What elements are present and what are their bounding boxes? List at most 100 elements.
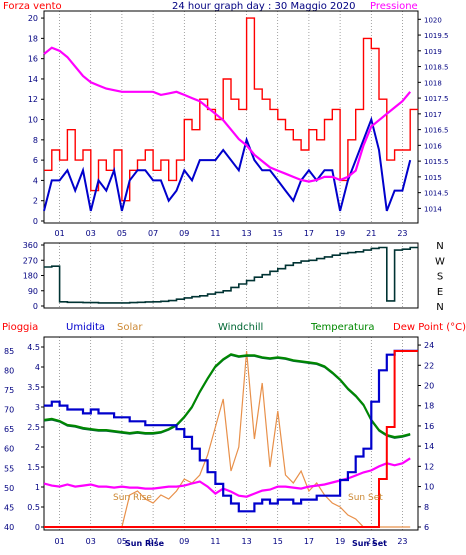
windchill-line — [43, 354, 411, 439]
temp-y-tick-label: 6 — [424, 523, 429, 532]
x-tick-label: 03 — [86, 537, 96, 546]
x-tick-label: 01 — [54, 537, 64, 546]
wind-y-tick-label: 4 — [33, 176, 38, 185]
temp-y-tick-label: 12 — [424, 462, 434, 471]
rain-line — [44, 350, 418, 528]
compass-label: W — [435, 256, 445, 267]
temp-y-tick-label: 18 — [424, 402, 434, 411]
x-tick-label: 01 — [54, 229, 64, 238]
direction-y-tick-label: 270 — [23, 256, 38, 265]
rain-y-tick-label: 3.5 — [27, 383, 40, 392]
wind-pressure-plot: 0 2 4 6 8 10 12 14 16 18 20 1014 1014.5 1015 1015.5 101… — [28, 11, 449, 238]
x-tick-label: 13 — [241, 537, 251, 546]
direction-y-tick-label: 90 — [28, 287, 38, 296]
rain-y-tick-label: 2.5 — [27, 423, 40, 432]
pressure-y-tick-label: 1017 — [424, 111, 442, 119]
x-tick-label: 03 — [86, 229, 96, 238]
x-tick-label: 15 — [273, 229, 283, 238]
wind-y-tick-label: 10 — [28, 116, 38, 125]
rain-y-tick-label: 3 — [35, 403, 40, 412]
wind-y-tick-label: 8 — [33, 136, 38, 145]
compass-label: N — [436, 241, 443, 252]
temp-y-tick-label: 24 — [424, 341, 434, 350]
panel-wind-frame — [43, 10, 419, 224]
chart-title: 24 hour graph day : 30 Maggio 2020 — [172, 1, 355, 12]
rain-y-tick-label: 2 — [35, 443, 40, 452]
humidity-y-tick-label: 75 — [4, 386, 14, 395]
humidity-y-tick-label: 40 — [4, 523, 14, 532]
direction-y-tick-label: 180 — [23, 272, 38, 281]
x-tick-label: 17 — [304, 229, 314, 238]
sun-rise-label: Sun Rise — [113, 493, 152, 503]
x-tick-label: 19 — [335, 229, 345, 238]
legend-solar: Solar — [117, 322, 143, 333]
direction-y-tick-label: 0 — [33, 302, 38, 311]
pressure-y-tick-label: 1014.5 — [424, 190, 449, 198]
legend-windchill: Windchill — [218, 322, 263, 333]
wind-y-tick-label: 6 — [33, 156, 38, 165]
pressure-y-tick-label: 1019 — [424, 48, 442, 56]
rain-y-tick-label: 1.5 — [27, 463, 40, 472]
temp-y-tick-label: 20 — [424, 381, 434, 390]
rain-y-tick-label: 4.5 — [27, 343, 40, 352]
sun-set-axis-label: Sun Set — [352, 539, 387, 548]
rain-y-tick-label: 1 — [35, 483, 40, 492]
rain-y-tick-label: 0.5 — [27, 503, 40, 512]
temp-y-tick-label: 14 — [424, 442, 434, 451]
sun-set-label: Sun Set — [348, 493, 383, 503]
pressure-y-tick-label: 1019.5 — [424, 32, 449, 40]
x-tick-label: 23 — [397, 537, 407, 546]
compass-label: N — [436, 302, 443, 313]
panel-direction-frame — [43, 242, 419, 309]
temp-y-tick-label: 10 — [424, 483, 434, 492]
wind-y-tick-label: 12 — [28, 95, 38, 104]
x-tick-label: 05 — [117, 537, 127, 546]
wind-y-tick-label: 2 — [33, 197, 38, 206]
legend-dewpoint: Dew Point (°C) — [393, 322, 466, 333]
wind-y-tick-label: 18 — [28, 34, 38, 43]
pressure-y-tick-label: 1015 — [424, 174, 442, 182]
x-tick-label: 13 — [241, 229, 251, 238]
x-tick-label: 09 — [179, 537, 189, 546]
dewpoint-line — [43, 457, 411, 498]
temperature-line — [43, 353, 411, 439]
temperature-humidity-plot: 40 45 50 55 60 65 70 75 80 85 0 0.5 1 1.5 2 2.5 3 3.5 4 4.5… — [4, 337, 434, 546]
wind-label: Forza vento — [3, 1, 62, 12]
legend-humidity: Umidita — [66, 322, 105, 333]
temp-y-tick-label: 16 — [424, 422, 434, 431]
wind-speed-line — [44, 17, 418, 202]
sun-rise-axis-label: Sun Rise — [125, 539, 165, 548]
x-tick-label: 17 — [304, 537, 314, 546]
x-tick-label: 21 — [366, 229, 376, 238]
wind-y-tick-label: 16 — [28, 55, 38, 64]
x-tick-label: 21 — [366, 537, 376, 546]
pressure-y-tick-label: 1016.5 — [424, 127, 449, 135]
humidity-line — [44, 349, 418, 513]
x-tick-label: 11 — [210, 229, 220, 238]
temp-y-tick-label: 22 — [424, 361, 434, 370]
humidity-y-tick-label: 80 — [4, 366, 14, 375]
legend-temperature: Temperatura — [310, 322, 375, 333]
x-tick-label: 11 — [210, 537, 220, 546]
pressure-y-tick-label: 1020 — [424, 16, 442, 24]
humidity-y-tick-label: 70 — [4, 406, 14, 415]
pressure-y-tick-label: 1018.5 — [424, 64, 449, 72]
pressure-y-tick-label: 1014 — [424, 205, 442, 213]
direction-y-tick-label: 360 — [23, 241, 38, 250]
rain-y-tick-label: 0 — [35, 523, 40, 532]
pressure-y-tick-label: 1016 — [424, 142, 442, 150]
pressure-y-tick-label: 1018 — [424, 79, 442, 87]
x-tick-label: 15 — [273, 537, 283, 546]
x-tick-label: 09 — [179, 229, 189, 238]
humidity-y-tick-label: 65 — [4, 425, 14, 434]
wind-y-tick-label: 0 — [33, 217, 38, 226]
humidity-y-tick-label: 50 — [4, 484, 14, 493]
x-tick-label: 05 — [117, 229, 127, 238]
humidity-y-tick-label: 60 — [4, 445, 14, 454]
humidity-y-tick-label: 55 — [4, 464, 14, 473]
wind-direction-line — [44, 246, 418, 304]
wind-y-tick-label: 14 — [28, 75, 38, 84]
temp-y-tick-label: 8 — [424, 503, 429, 512]
